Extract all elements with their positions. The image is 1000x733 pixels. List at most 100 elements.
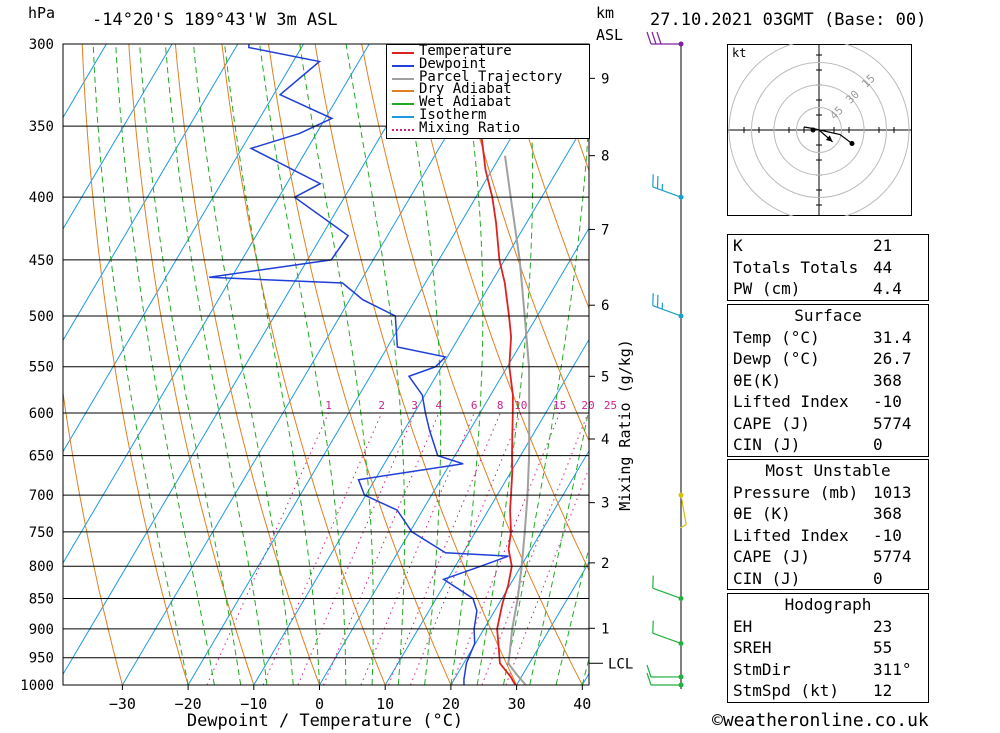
isotherm-line xyxy=(187,44,567,685)
table-row-key: θE (K) xyxy=(733,504,791,523)
table-row: CIN (J) 0 xyxy=(728,568,928,590)
table-row-key: StmDir xyxy=(733,659,791,679)
legend-item: Wet Adiabat xyxy=(387,94,587,111)
table-row-value: 12 xyxy=(873,681,893,700)
surface-table: Surface Temp (°C) 31.4 Dewp (°C) 26.7 θE(K) 36… xyxy=(727,304,929,457)
dry-adiabat-line xyxy=(967,44,1000,685)
pressure-tick-label: 600 xyxy=(29,406,54,422)
km-tick-label: 1 xyxy=(601,621,609,637)
isotherm-line xyxy=(63,44,239,342)
legend-swatch xyxy=(392,77,414,80)
pressure-tick-label: 950 xyxy=(29,651,54,667)
wind-barb-feather xyxy=(646,31,652,45)
legend-label: Mixing Ratio xyxy=(419,119,521,136)
x-tick-label: 10 xyxy=(376,695,394,713)
legend-label: Temperature xyxy=(419,43,512,59)
wet-adiabat-line xyxy=(345,44,406,685)
x-tick-label: 40 xyxy=(573,695,591,713)
mixing-ratio-line xyxy=(360,412,475,685)
hodograph-table: Hodograph EH 23 SREH 55 StmDir 311° StmSpd (kt)… xyxy=(727,593,929,703)
table-row: EH 23 xyxy=(728,616,928,638)
table-row: Temp (°C) 31.4 xyxy=(728,327,928,349)
x-tick-label: −20 xyxy=(175,695,202,713)
km-tick-label: 6 xyxy=(601,298,609,314)
table-row-key: CAPE (J) xyxy=(733,547,811,566)
table-row: Totals Totals 44 xyxy=(728,257,928,279)
table-row-value: 5774 xyxy=(873,547,912,566)
dry-adiabat-line xyxy=(81,44,189,685)
table-row-key: K xyxy=(733,236,743,255)
table-row-value: 311° xyxy=(873,659,912,679)
mixing-ratio-label: 1 xyxy=(325,399,332,412)
table-row-key: CAPE (J) xyxy=(733,413,811,433)
legend-swatch xyxy=(392,116,414,118)
table-row-value: 0 xyxy=(873,435,883,454)
table-row-value: 26.7 xyxy=(873,349,912,368)
mixing-ratio-line xyxy=(297,412,416,685)
mixing-ratio-label: 6 xyxy=(471,399,478,412)
legend-item: Isotherm xyxy=(387,108,587,123)
mixing-ratio-label: 10 xyxy=(514,399,527,412)
legend-item: Dewpoint xyxy=(387,56,587,72)
legend-swatch xyxy=(392,52,414,54)
table-row-key: EH xyxy=(733,616,753,636)
legend-swatch xyxy=(392,90,414,93)
isotherm-line xyxy=(516,561,589,685)
wet-adiabat-line xyxy=(450,44,484,685)
temperature-line xyxy=(455,44,517,685)
mixing-ratio-line xyxy=(388,412,501,685)
mixing-ratio-axis-title: Mixing Ratio (g/kg) xyxy=(616,339,634,511)
table-row-key: CIN (J) xyxy=(733,435,801,454)
x-tick-label: 20 xyxy=(442,695,460,713)
wet-adiabat-line xyxy=(399,44,442,685)
mixing-ratio-label: 3 xyxy=(411,399,418,412)
pressure-tick-label: 550 xyxy=(29,360,54,376)
lcl-label: LCL xyxy=(608,656,633,672)
isotherm-line xyxy=(63,44,370,564)
pressure-tick-label: 650 xyxy=(29,449,54,465)
isotherm-line xyxy=(450,449,589,685)
legend-swatch xyxy=(392,103,414,106)
pressure-tick-label: 400 xyxy=(29,190,54,206)
dry-adiabat-line xyxy=(268,44,452,685)
table-row: CIN (J) 0 xyxy=(728,434,928,456)
legend-label: Dry Adiabat xyxy=(419,81,512,98)
km-tick-label: 9 xyxy=(601,71,609,87)
table-row-key: CIN (J) xyxy=(733,568,801,588)
km-tick-label: 8 xyxy=(601,149,609,165)
mixing-ratio-line xyxy=(262,412,383,685)
legend-item: Dry Adiabat xyxy=(387,81,587,98)
hodograph-ring xyxy=(751,62,887,198)
isotherm-line xyxy=(121,44,502,685)
wind-barb-feather xyxy=(680,524,687,529)
legend-item: Mixing Ratio xyxy=(387,119,587,136)
table-row: Lifted Index -10 xyxy=(728,391,928,413)
table-row-key: StmSpd (kt) xyxy=(733,681,839,700)
pressure-tick-label: 450 xyxy=(29,253,54,269)
table-row: Pressure (mb) 1013 xyxy=(728,482,928,504)
dewpoint-line xyxy=(209,44,509,685)
table-row-key: θE(K) xyxy=(733,370,782,390)
wet-adiabat-line xyxy=(476,44,534,685)
dry-adiabat-line xyxy=(921,44,1000,685)
isotherm-line xyxy=(63,44,173,230)
table-row-key: Lifted Index xyxy=(733,392,849,411)
table-section-title: Surface xyxy=(794,306,862,325)
mixing-ratio-label: 20 xyxy=(581,399,594,412)
legend-label: Wet Adiabat xyxy=(419,94,512,111)
pressure-tick-label: 350 xyxy=(29,119,54,135)
table-row-value: 1013 xyxy=(873,482,912,502)
mixing-ratio-line xyxy=(206,412,329,685)
legend-item: Temperature xyxy=(387,43,587,59)
table-row-key: Dewp (°C) xyxy=(733,349,820,368)
pressure-unit-label: hPa xyxy=(28,4,56,22)
x-tick-label: 0 xyxy=(315,695,324,713)
table-row-key: Lifted Index xyxy=(733,525,849,545)
hodograph-ring xyxy=(796,107,842,153)
wind-barb xyxy=(652,186,682,198)
hodograph-start-dot xyxy=(810,127,816,133)
wind-barb xyxy=(652,305,682,317)
pressure-tick-label: 500 xyxy=(29,309,54,325)
table-row-value: 368 xyxy=(873,370,902,390)
wind-barb-feather xyxy=(646,664,652,678)
